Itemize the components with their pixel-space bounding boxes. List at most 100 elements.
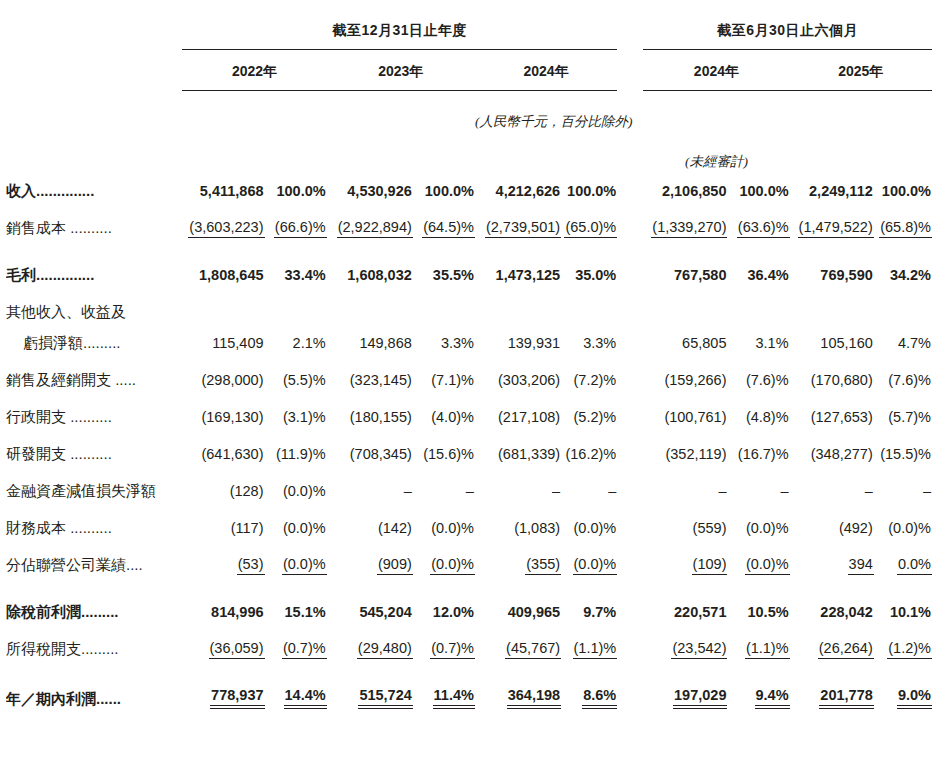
row-label-line: 分佔聯營公司業績....: [6, 556, 182, 575]
percent-cell: 12.0%: [413, 582, 475, 629]
table-row: 除稅前利潤.........814,99615.1%545,20412.0%40…: [6, 582, 932, 629]
year-header-row: 2022年 2023年 2024年 2024年 2025年: [6, 50, 932, 91]
percent-cell: 10.5%: [727, 582, 789, 629]
row-label: 收入..............: [6, 171, 182, 208]
row-label-line: 所得稅開支.........: [6, 640, 182, 659]
unaudited-note-row: (未經審計): [6, 131, 932, 171]
row-label-line: 除稅前利潤.........: [6, 603, 182, 622]
value-cell: 364,198: [475, 666, 561, 716]
column-gap: [617, 131, 643, 171]
row-label: 研發開支 ..........: [6, 434, 182, 471]
value-cell: 515,724: [327, 666, 413, 716]
value-cell: (323,145): [327, 360, 413, 397]
table-row: 毛利..............1,808,64533.4%1,608,0323…: [6, 245, 932, 292]
percent-cell: 35.0%: [561, 245, 617, 292]
row-label-line: 年／期內利潤......: [6, 690, 182, 709]
value-cell: (128): [182, 471, 264, 508]
value-cell: (217,108): [475, 397, 561, 434]
value-cell: (170,680): [790, 360, 874, 397]
percent-cell: (0.0)%: [727, 545, 789, 582]
currency-note: (人民幣千元，百分比除外): [475, 91, 617, 132]
value-cell: –: [790, 471, 874, 508]
percent-cell: 100.0%: [265, 171, 327, 208]
value-cell: 769,590: [790, 245, 874, 292]
percent-cell: 3.3%: [561, 292, 617, 360]
percent-cell: (15.5)%: [874, 434, 932, 471]
percent-cell: (4.8)%: [727, 397, 789, 434]
percent-cell: (16.2)%: [561, 434, 617, 471]
percent-cell: (5.2)%: [561, 397, 617, 434]
table-row: 分佔聯營公司業績....(53)(0.0)%(909)(0.0)%(355)(0…: [6, 545, 932, 582]
value-cell: –: [643, 471, 727, 508]
percent-cell: (1.1)%: [727, 629, 789, 666]
percent-cell: (65.8)%: [874, 208, 932, 245]
value-cell: –: [475, 471, 561, 508]
percent-cell: –: [413, 471, 475, 508]
value-cell: 545,204: [327, 582, 413, 629]
percent-cell: (5.7)%: [874, 397, 932, 434]
value-cell: (352,119): [643, 434, 727, 471]
column-gap: [617, 434, 643, 471]
value-cell: (180,155): [327, 397, 413, 434]
row-label-line: 其他收入、收益及: [6, 303, 182, 322]
value-cell: 4,212,626: [475, 171, 561, 208]
percent-cell: 15.1%: [265, 582, 327, 629]
percent-cell: (5.5)%: [265, 360, 327, 397]
percent-cell: (0.0)%: [727, 508, 789, 545]
column-gap: [617, 397, 643, 434]
value-cell: 105,160: [790, 292, 874, 360]
row-label-line: 毛利..............: [6, 266, 182, 285]
value-cell: (1,083): [475, 508, 561, 545]
value-cell: 220,571: [643, 582, 727, 629]
percent-cell: (0.0)%: [413, 545, 475, 582]
row-label: 年／期內利潤......: [6, 666, 182, 716]
percent-cell: 14.4%: [265, 666, 327, 716]
value-cell: (348,277): [790, 434, 874, 471]
value-cell: (492): [790, 508, 874, 545]
percent-cell: 4.7%: [874, 292, 932, 360]
row-label-line: 財務成本 ..........: [6, 519, 182, 538]
percent-cell: (1.1)%: [561, 629, 617, 666]
table-row: 所得稅開支.........(36,059)(0.7)%(29,480)(0.7…: [6, 629, 932, 666]
table-row: 研發開支 ..........(641,630)(11.9)%(708,345)…: [6, 434, 932, 471]
value-cell: (3,603,223): [182, 208, 264, 245]
year-header-2024: 2024年: [475, 50, 617, 91]
percent-cell: 9.0%: [874, 666, 932, 716]
percent-cell: 33.4%: [265, 245, 327, 292]
column-gap: [617, 666, 643, 716]
row-label-line: 行政開支 ..........: [6, 408, 182, 427]
value-cell: 394: [790, 545, 874, 582]
value-cell: 1,473,125: [475, 245, 561, 292]
row-label-line: 收入..............: [6, 182, 182, 201]
row-label: 毛利..............: [6, 245, 182, 292]
column-gap: [617, 245, 643, 292]
group-header-row: 截至12月31日止年度 截至6月30日止六個月: [6, 22, 932, 50]
row-label: 財務成本 ..........: [6, 508, 182, 545]
percent-cell: (0.0)%: [561, 545, 617, 582]
column-gap: [617, 629, 643, 666]
row-label: 銷售及經銷開支 .....: [6, 360, 182, 397]
value-cell: 814,996: [182, 582, 264, 629]
table-row: 其他收入、收益及虧損淨額.........115,4092.1%149,8683…: [6, 292, 932, 360]
percent-cell: 34.2%: [874, 245, 932, 292]
row-label: 金融資產減值損失淨額: [6, 471, 182, 508]
value-cell: (109): [643, 545, 727, 582]
column-gap: [617, 471, 643, 508]
value-cell: (159,266): [643, 360, 727, 397]
row-label-line: 金融資產減值損失淨額: [6, 482, 182, 501]
percent-cell: 8.6%: [561, 666, 617, 716]
value-cell: 115,409: [182, 292, 264, 360]
value-cell: (127,653): [790, 397, 874, 434]
value-cell: (1,339,270): [643, 208, 727, 245]
value-cell: (26,264): [790, 629, 874, 666]
column-gap: [617, 50, 643, 91]
percent-cell: –: [727, 471, 789, 508]
percent-cell: (0.7)%: [265, 629, 327, 666]
percent-cell: (0.0)%: [874, 508, 932, 545]
column-gap: [617, 360, 643, 397]
percent-cell: (16.7)%: [727, 434, 789, 471]
percent-cell: 100.0%: [874, 171, 932, 208]
percent-cell: (0.0)%: [265, 508, 327, 545]
interim-group-header: 截至6月30日止六個月: [643, 22, 932, 50]
percent-cell: (7.2)%: [561, 360, 617, 397]
